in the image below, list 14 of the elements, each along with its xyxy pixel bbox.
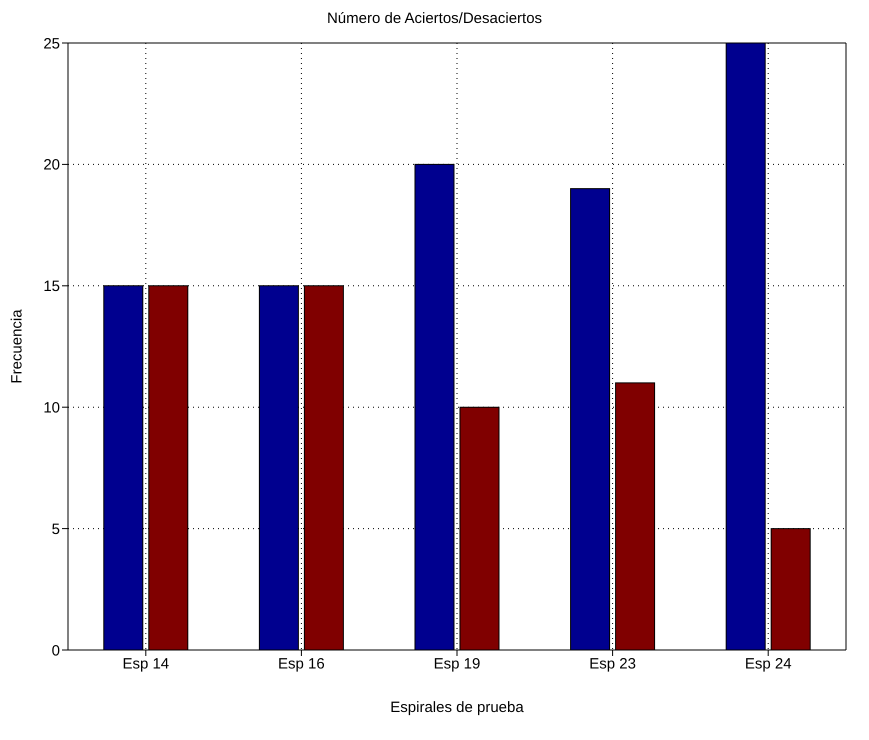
x-tick-label: Esp 19 <box>434 656 480 673</box>
x-tick-label: Esp 24 <box>744 656 792 673</box>
x-tick-label: Esp 14 <box>122 656 170 673</box>
y-axis-title: Frecuencia <box>8 308 26 384</box>
x-tick-label: Esp 16 <box>278 656 325 673</box>
y-tick-label: 10 <box>43 400 60 417</box>
x-tick-label: Esp 23 <box>589 656 636 673</box>
y-tick-label: 25 <box>43 35 60 52</box>
y-tick-label: 0 <box>52 642 60 660</box>
x-axis-title: Espirales de prueba <box>390 699 524 716</box>
y-tick-label: 20 <box>43 156 60 174</box>
y-tick-label: 15 <box>43 278 60 296</box>
chart-title: Número de Aciertos/Desaciertos <box>326 9 544 29</box>
y-tick-label: 5 <box>52 520 60 538</box>
